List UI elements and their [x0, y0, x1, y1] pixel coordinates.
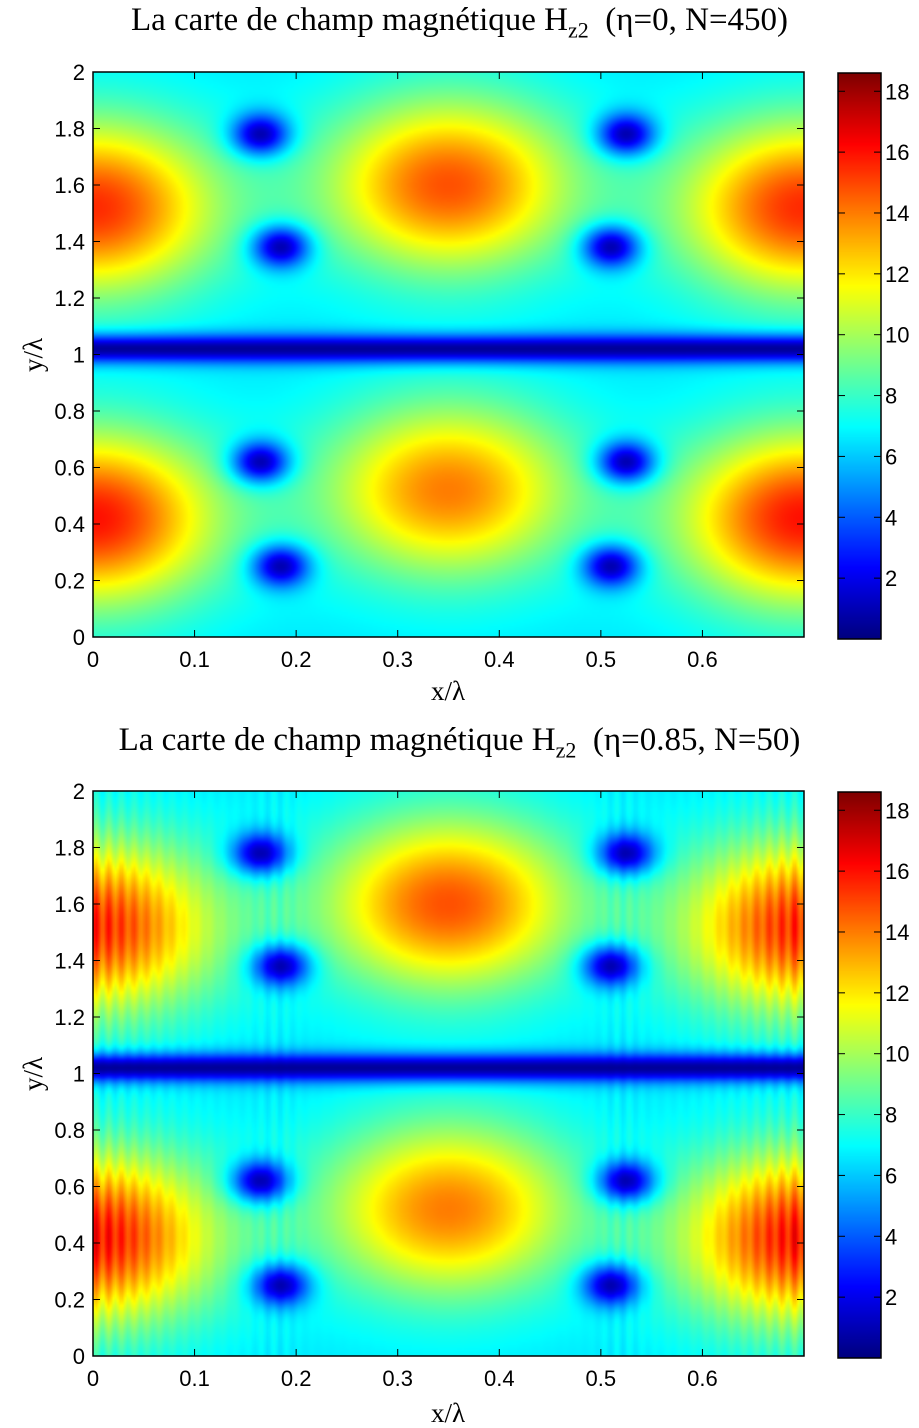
colorbar-tick-label: 18 — [885, 79, 909, 104]
colorbar-tick-label: 14 — [885, 201, 909, 226]
colorbar-tick-label: 8 — [885, 384, 897, 409]
x-tick-label: 0.2 — [281, 1366, 312, 1391]
y-tick-label: 1.2 — [54, 286, 85, 311]
y-tick-label: 0.4 — [54, 512, 85, 537]
x-tick-label: 0.1 — [179, 647, 210, 672]
x-tick-label: 0.4 — [484, 647, 515, 672]
x-axis-ticks: 0 0.1 0.2 0.3 0.4 0.5 0.6 — [87, 72, 718, 672]
x-tick-label: 0.6 — [687, 647, 718, 672]
x-tick-label: 0 — [87, 647, 99, 672]
colorbar-tick-label: 18 — [885, 798, 909, 823]
colorbar-tick-label: 2 — [885, 1285, 897, 1310]
colorbar-tick-label: 10 — [885, 323, 909, 348]
y-axis-ticks: 0 0.2 0.4 0.6 0.8 1 1.2 1.4 1.6 1.8 2 — [54, 779, 804, 1369]
chart-svg: 0 0.1 0.2 0.3 0.4 0.5 0.6 0 0.2 0.4 0.6 0.8 1 1.2 1.4… — [18, 60, 909, 706]
x-tick-label: 0.6 — [687, 1366, 718, 1391]
x-axis-label: x/λ — [431, 1398, 465, 1428]
x-tick-label: 0.1 — [179, 1366, 210, 1391]
colorbar-tick-label: 6 — [885, 444, 897, 469]
heatmap-panel-bottom: La carte de champ magnétique Hz2 (η=0.85… — [0, 714, 919, 1428]
heatmap-image — [93, 72, 804, 637]
y-axis-label: y/λ — [18, 338, 48, 372]
x-tick-label: 0 — [87, 1366, 99, 1391]
colorbar-tick-label: 4 — [885, 505, 897, 530]
x-tick-label: 0.2 — [281, 647, 312, 672]
y-tick-label: 1 — [73, 1062, 85, 1087]
chart-title: La carte de champ magnétique Hz2 (η=0.85… — [118, 722, 801, 763]
y-axis-label: y/λ — [18, 1057, 48, 1091]
colorbar-tick-label: 10 — [885, 1042, 909, 1067]
colorbar-tick-label: 6 — [885, 1163, 897, 1188]
x-tick-label: 0.5 — [586, 1366, 617, 1391]
y-tick-label: 0.6 — [54, 456, 85, 481]
colorbar-frame — [837, 791, 882, 1359]
y-tick-label: 0.6 — [54, 1175, 85, 1200]
colorbar-tick-label: 2 — [885, 566, 897, 591]
x-tick-label: 0.4 — [484, 1366, 515, 1391]
x-tick-label: 0.3 — [382, 647, 413, 672]
y-tick-label: 2 — [73, 779, 85, 804]
y-tick-label: 0.4 — [54, 1231, 85, 1256]
y-tick-label: 1.4 — [54, 949, 85, 974]
y-tick-label: 1.8 — [54, 117, 85, 142]
y-tick-label: 0 — [73, 1344, 85, 1369]
colorbar-frame — [837, 72, 882, 640]
chart-svg: 0 0.1 0.2 0.3 0.4 0.5 0.6 0 0.2 0.4 0.6 0.8 1 1.2 1.4… — [18, 779, 909, 1428]
colorbar-image — [838, 792, 881, 1358]
colorbar-ticks: 2 4 6 8 10 12 14 16 18 — [838, 79, 909, 591]
y-tick-label: 1 — [73, 343, 85, 368]
y-tick-label: 0.8 — [54, 1118, 85, 1143]
colorbar-tick-label: 16 — [885, 140, 909, 165]
y-tick-label: 1.2 — [54, 1005, 85, 1030]
y-tick-label: 0.2 — [54, 1288, 85, 1313]
colorbar-tick-label: 8 — [885, 1103, 897, 1128]
colorbar-tick-label: 12 — [885, 262, 909, 287]
x-axis-ticks: 0 0.1 0.2 0.3 0.4 0.5 0.6 — [87, 791, 718, 1391]
x-axis-label: x/λ — [431, 676, 465, 706]
y-tick-label: 2 — [73, 60, 85, 85]
y-axis-ticks: 0 0.2 0.4 0.6 0.8 1 1.2 1.4 1.6 1.8 2 — [54, 60, 804, 650]
colorbar-tick-label: 4 — [885, 1224, 897, 1249]
chart-title: La carte de champ magnétique Hz2 (η=0, N… — [130, 2, 789, 43]
y-tick-label: 0 — [73, 625, 85, 650]
colorbar-ticks: 2 4 6 8 10 12 14 16 18 — [838, 798, 909, 1310]
colorbar-image — [838, 73, 881, 639]
y-tick-label: 1.6 — [54, 173, 85, 198]
heatmap-panel-top: La carte de champ magnétique Hz2 (η=0, N… — [18, 2, 909, 706]
heatmap-image — [93, 791, 804, 1356]
y-tick-label: 0.8 — [54, 399, 85, 424]
x-tick-label: 0.3 — [382, 1366, 413, 1391]
colorbar-tick-label: 12 — [885, 981, 909, 1006]
y-tick-label: 1.6 — [54, 892, 85, 917]
y-tick-label: 1.8 — [54, 836, 85, 861]
colorbar-tick-label: 16 — [885, 859, 909, 884]
y-tick-label: 0.2 — [54, 569, 85, 594]
x-tick-label: 0.5 — [586, 647, 617, 672]
colorbar-tick-label: 14 — [885, 920, 909, 945]
y-tick-label: 1.4 — [54, 230, 85, 255]
